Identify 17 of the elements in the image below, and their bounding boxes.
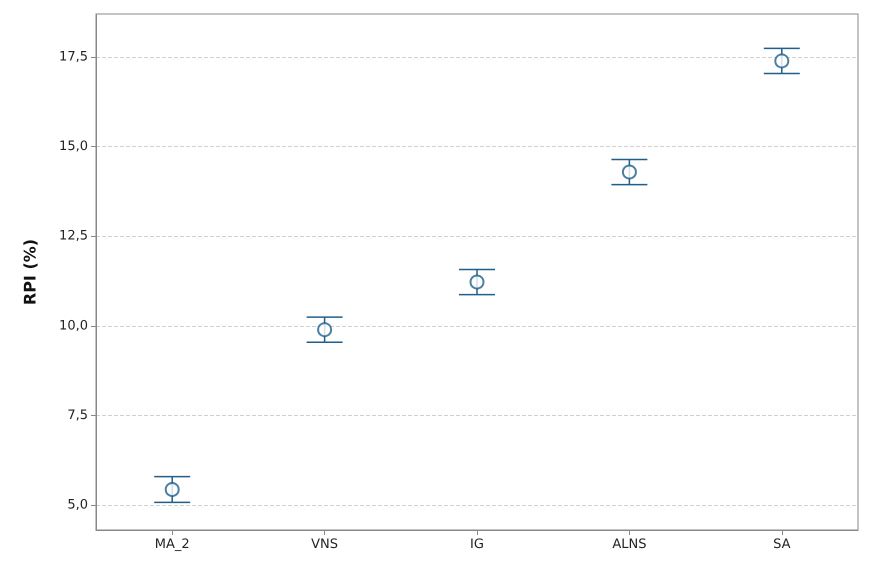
point <box>470 274 484 290</box>
y-tick-label: 5,0 <box>67 497 88 512</box>
y-tick-label: 12,5 <box>59 228 88 244</box>
x-tick-label: VNS <box>311 537 338 552</box>
point <box>774 53 790 68</box>
y-axis-title: RPI (%) <box>20 238 40 306</box>
x-tick-label: IG <box>470 537 484 552</box>
y-tick-label: 17,5 <box>59 50 88 64</box>
y-tick-label: 15,0 <box>59 139 88 154</box>
x-tick-label: MA_2 <box>154 537 190 552</box>
point <box>622 164 637 180</box>
y-tick-label: 7,5 <box>67 408 88 423</box>
point <box>317 322 332 338</box>
x-tick-label: ALNS <box>612 537 646 552</box>
y-tick-label: 10,0 <box>59 318 88 334</box>
x-tick-label: SA <box>773 537 791 552</box>
point <box>164 482 180 498</box>
